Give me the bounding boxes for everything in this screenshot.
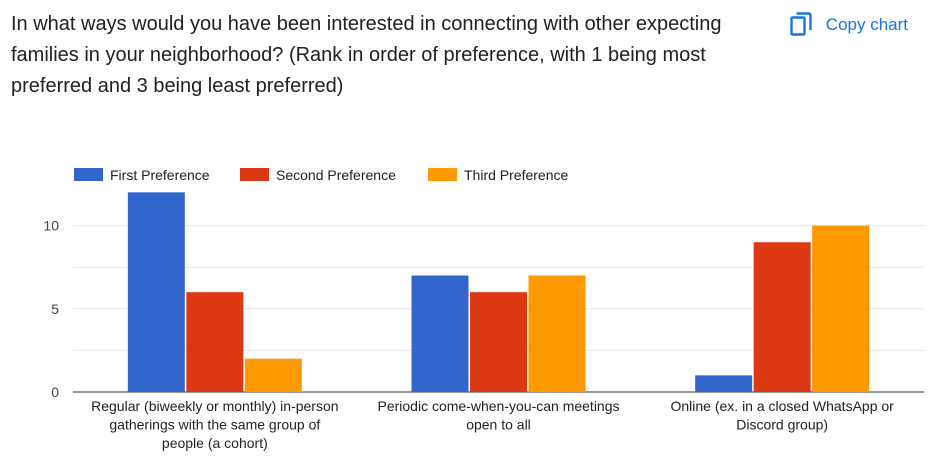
category-label: gatherings with the same group of bbox=[109, 417, 320, 433]
legend-swatch bbox=[240, 168, 269, 181]
bar-1-3 bbox=[695, 375, 753, 392]
category-label: Online (ex. in a closed WhatsApp or bbox=[670, 398, 894, 414]
legend-swatch bbox=[428, 168, 457, 181]
category-label: Regular (biweekly or monthly) in-person bbox=[91, 398, 338, 414]
question-title: In what ways would you have been interes… bbox=[11, 13, 722, 97]
legend-label: Second Preference bbox=[276, 167, 396, 183]
copy-chart-label: Copy chart bbox=[825, 14, 908, 34]
bar-2-3 bbox=[753, 242, 811, 392]
bar-3-2 bbox=[528, 275, 586, 392]
y-tick-label: 10 bbox=[43, 218, 59, 234]
bar-1-1 bbox=[127, 192, 185, 392]
copy-chart-button[interactable]: Copy chart bbox=[786, 10, 912, 39]
category-label: Periodic come-when-you-can meetings bbox=[378, 398, 620, 414]
legend-label: Third Preference bbox=[464, 167, 568, 183]
legend-swatch bbox=[74, 168, 103, 181]
bar-2-1 bbox=[186, 292, 244, 392]
category-label: Discord group) bbox=[736, 417, 828, 433]
bar-chart: 0 5 10 Regular (biweekly or monthly) in-per… bbox=[43, 167, 924, 451]
bar-3-1 bbox=[244, 358, 302, 392]
category-label: open to all bbox=[466, 417, 531, 433]
y-tick-label: 5 bbox=[51, 301, 59, 317]
category-label: people (a cohort) bbox=[162, 435, 268, 451]
bar-1-2 bbox=[411, 275, 469, 392]
bar-2-2 bbox=[470, 292, 527, 392]
legend-label: First Preference bbox=[110, 167, 210, 183]
y-tick-label: 0 bbox=[51, 384, 59, 400]
bar-3-3 bbox=[812, 225, 870, 392]
copy-icon bbox=[790, 12, 812, 36]
